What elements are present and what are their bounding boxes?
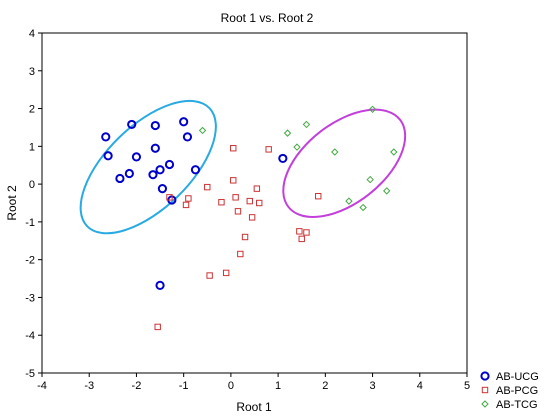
point-ab-pcg	[182, 201, 190, 209]
point-ab-pcg	[248, 214, 256, 221]
x-axis-label: Root 1	[236, 400, 272, 414]
point-ab-tcg	[198, 126, 207, 135]
y-tick-label: 4	[29, 28, 35, 40]
point-ab-ucg	[148, 170, 158, 180]
y-tick-label: 0	[29, 179, 35, 191]
y-tick-label: 1	[29, 141, 35, 153]
point-ab-pcg	[222, 269, 230, 277]
x-tick-label: 0	[228, 380, 234, 392]
point-ab-ucg	[179, 117, 189, 127]
point-ab-ucg	[115, 173, 125, 184]
ellipse-ab-ucg	[79, 99, 217, 235]
y-tick-label: -5	[25, 368, 35, 380]
point-ab-ucg	[155, 280, 165, 290]
point-ab-pcg	[185, 195, 192, 202]
point-ab-ucg	[101, 132, 111, 142]
point-ab-tcg	[283, 129, 292, 137]
legend-label-ab-tcg: AB-TCG	[496, 399, 538, 411]
point-ab-pcg	[230, 145, 237, 152]
y-tick-label: -1	[25, 217, 35, 229]
legend-marker-ab-tcg	[481, 400, 489, 408]
point-ab-pcg	[315, 193, 322, 200]
x-axis: -4 -3 -2 -1 0 1 2 3 4 5	[37, 373, 470, 392]
point-ab-tcg	[390, 148, 398, 156]
point-ab-pcg	[206, 272, 213, 279]
y-tick-label: -3	[25, 292, 35, 304]
point-ab-tcg	[359, 203, 367, 212]
point-ab-pcg	[234, 208, 242, 215]
y-axis: -5 -4 -3 -2 -1 0 1 2 3 4	[25, 28, 42, 380]
legend-marker-ab-ucg	[480, 371, 490, 381]
point-ab-ucg	[127, 119, 137, 130]
point-ab-ucg	[124, 168, 134, 179]
y-tick-label: -4	[25, 330, 35, 342]
point-ab-pcg	[303, 229, 310, 236]
point-ab-pcg	[204, 183, 211, 191]
y-tick-label: 3	[29, 66, 35, 78]
x-tick-label: 4	[417, 380, 423, 392]
point-ab-tcg	[383, 187, 391, 195]
point-ab-ucg	[164, 159, 175, 170]
plot-area-frame	[41, 32, 468, 374]
point-ab-pcg	[265, 146, 272, 153]
legend-label-ab-ucg: AB-UCG	[496, 371, 539, 383]
point-ab-ucg	[150, 143, 160, 153]
point-ab-tcg	[368, 105, 377, 114]
x-tick-label: -1	[179, 380, 189, 392]
point-ab-ucg	[182, 132, 193, 142]
x-tick-label: 2	[322, 380, 328, 392]
point-ab-ucg	[190, 165, 201, 175]
point-ab-pcg	[241, 233, 249, 241]
point-ab-tcg	[293, 143, 301, 151]
data-points	[101, 105, 398, 331]
legend: AB-UCG AB-PCG AB-TCG	[480, 371, 539, 411]
point-ab-pcg	[154, 323, 161, 331]
point-ab-pcg	[218, 199, 225, 206]
point-ab-ucg	[157, 184, 168, 194]
point-ab-ucg	[278, 153, 288, 164]
point-ab-ucg	[150, 120, 160, 131]
point-ab-tcg	[302, 120, 311, 129]
chart-title: Root 1 vs. Root 2	[221, 11, 314, 25]
legend-label-ab-pcg: AB-PCG	[496, 385, 538, 397]
x-tick-label: -2	[132, 380, 142, 392]
point-ab-tcg	[366, 175, 374, 184]
point-ab-pcg	[232, 194, 239, 201]
legend-marker-ab-pcg	[481, 386, 489, 394]
point-ab-pcg	[230, 177, 237, 184]
point-ab-tcg	[345, 197, 353, 205]
point-ab-pcg	[246, 197, 253, 205]
point-ab-ucg	[155, 165, 165, 175]
y-tick-label: 2	[29, 104, 35, 116]
point-ab-pcg	[166, 194, 173, 201]
point-ab-pcg	[296, 228, 303, 235]
confidence-ellipses	[79, 99, 407, 235]
x-tick-label: -3	[84, 380, 94, 392]
point-ab-ucg	[103, 151, 113, 161]
point-ab-pcg	[298, 235, 305, 243]
x-tick-label: 3	[369, 380, 375, 392]
point-ab-tcg	[331, 148, 339, 156]
point-ab-pcg	[237, 250, 244, 258]
x-tick-label: 5	[464, 380, 470, 392]
point-ab-ucg	[131, 152, 142, 162]
point-ab-pcg	[256, 199, 263, 207]
y-axis-label: Root 2	[5, 185, 19, 221]
ellipse-ab-tcg	[282, 108, 407, 218]
x-tick-label: 1	[275, 380, 281, 392]
y-tick-label: -2	[25, 255, 35, 267]
point-ab-pcg	[253, 185, 261, 192]
x-tick-label: -4	[37, 380, 47, 392]
